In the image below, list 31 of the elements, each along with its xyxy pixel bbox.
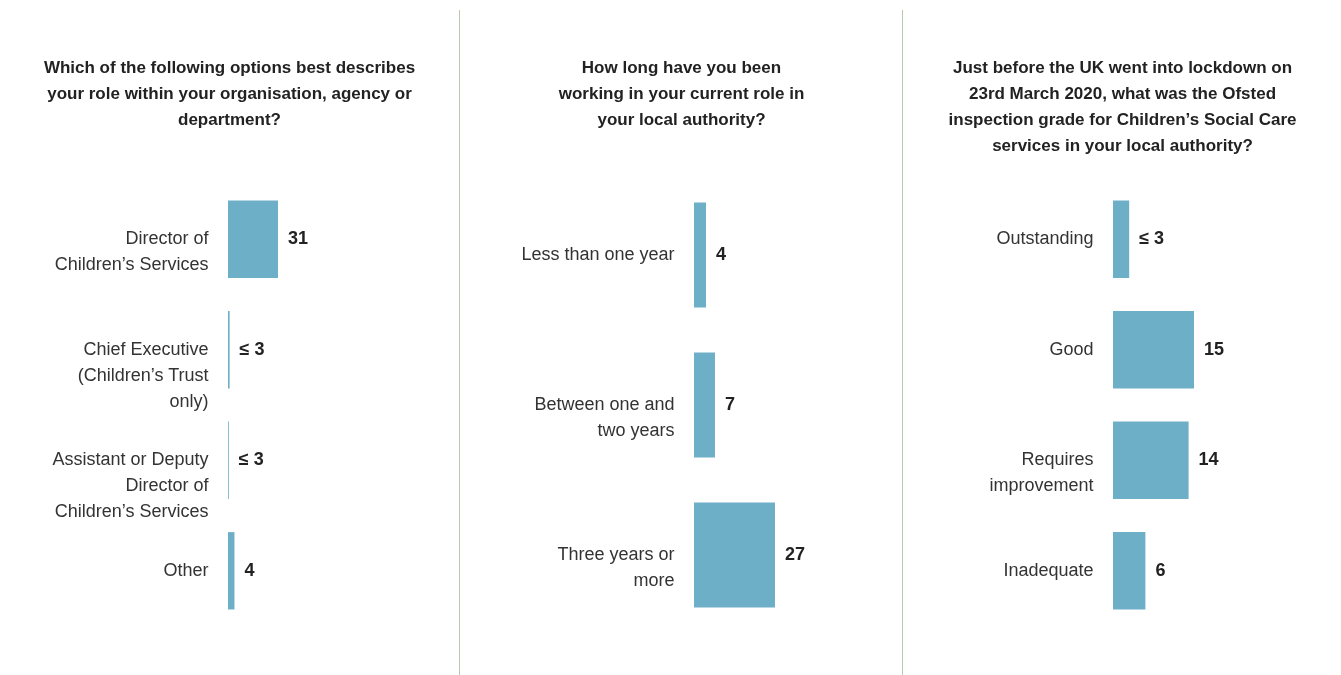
y-tick-label: Less than one year [521,244,675,264]
bar [228,532,235,610]
data-label: 4 [244,559,255,580]
bar [1113,311,1194,389]
y-tick-label: Assistant or Deputy Director of Children’s Services [52,449,210,522]
data-label: 6 [1155,559,1166,580]
chart-title: How long have you been working in your current role in your local authority? [557,58,805,129]
data-label: ≤ 3 [238,449,264,470]
data-label: 31 [288,228,309,249]
bar [1113,532,1146,610]
data-label: 4 [716,244,727,264]
y-tick-label: Director of Children’s Services [54,228,210,275]
data-label: ≤ 3 [1139,228,1165,249]
y-tick-label: Requires improvement [989,449,1094,496]
bar [228,200,278,278]
bar [1113,200,1130,278]
y-tick-label: Other [163,559,209,580]
data-label: 15 [1204,338,1225,359]
bar [1113,421,1189,499]
y-tick-label: Chief Executive (Children’s Trust only) [77,338,209,411]
data-label: ≤ 3 [239,338,265,359]
y-tick-label: Outstanding [996,228,1094,249]
y-tick-label: Between one and two years [534,394,675,440]
data-label: 27 [785,544,806,564]
data-label: 7 [725,394,736,414]
chart-title: Just before the UK went into lockdown on 23rd March 2020, what was the Ofsted inspection grade for Children’s Social Care services in your local authority? [948,58,1297,155]
y-tick-label: Three years or more [557,544,675,590]
y-tick-label: Good [1049,338,1094,359]
chart-title: Which of the following options best describes your role within your organisation, agency or department? [43,58,416,129]
data-label: 14 [1198,449,1219,470]
y-tick-label: Inadequate [1003,559,1094,580]
